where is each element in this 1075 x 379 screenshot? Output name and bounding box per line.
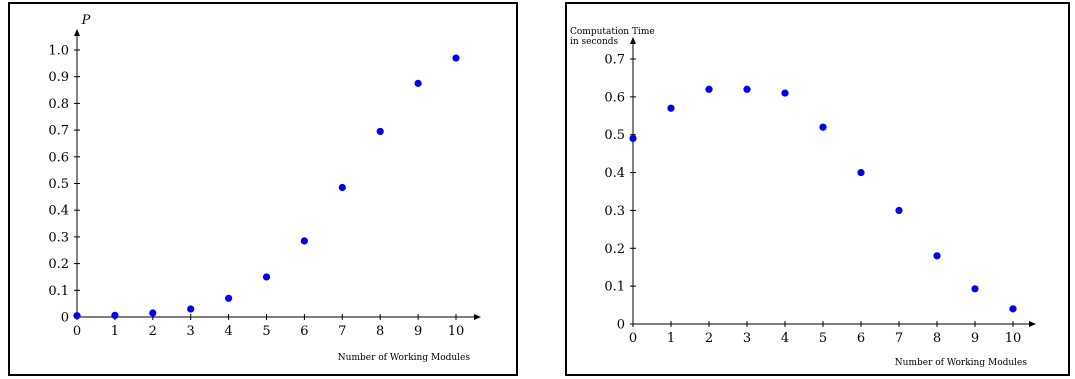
probability-y-tick-label: 0.6 <box>48 150 69 165</box>
probability-x-tick-label: 8 <box>376 324 384 339</box>
computation-time-data-point <box>743 85 751 93</box>
computation-time-data-point <box>933 252 941 260</box>
computation-time-x-tick-label: 3 <box>743 331 751 346</box>
computation-time-y-tick-label: 0.2 <box>604 242 625 257</box>
probability-data-point <box>187 305 195 313</box>
probability-y-axis-arrow <box>74 29 80 36</box>
probability-data-point <box>338 183 346 192</box>
chart-computation-time: 0 1 2 3 4 5 6 7 8 9 10 0 0.1 0.2 0.3 0.4 0.5 0.6 0.7 Number… <box>570 27 1036 368</box>
computation-time-y-tick-label: 0.4 <box>604 166 625 181</box>
computation-time-x-tick-label: 10 <box>1005 331 1022 346</box>
probability-x-tick-label: 5 <box>262 324 270 339</box>
probability-y-tick-label: 0.2 <box>48 257 69 272</box>
probability-data-point <box>149 309 157 317</box>
computation-time-data-point <box>1009 305 1017 313</box>
probability-y-tick-label: 0.8 <box>48 97 69 112</box>
computation-time-data-point <box>667 104 675 112</box>
computation-time-x-tick-label: 7 <box>895 331 903 346</box>
computation-time-data-point <box>819 123 827 131</box>
probability-x-tick-label: 7 <box>338 324 346 339</box>
probability-x-tick-label: 4 <box>224 324 232 339</box>
computation-time-x-tick-label: 9 <box>971 331 979 346</box>
probability-x-tick-label: 10 <box>448 324 465 339</box>
computation-time-data-point <box>971 285 979 293</box>
chart-probability: 0 1 2 3 4 5 6 7 8 9 10 0 0.1 0.2 0.3 0.4 0.5 0.6 0.7 0.8 0.9… <box>48 13 481 363</box>
probability-y-tick-label: 0.3 <box>48 230 69 245</box>
probability-x-tick-label: 9 <box>414 324 422 339</box>
computation-time-y-tick-label: 0.3 <box>604 204 625 219</box>
computation-time-y-tick-label: 0.6 <box>604 90 625 105</box>
probability-data-point <box>73 312 81 320</box>
probability-x-tick-label: 3 <box>187 324 195 339</box>
probability-x-tick-label: 1 <box>111 324 119 339</box>
computation-time-data-point <box>895 206 903 215</box>
probability-x-axis-arrow <box>474 314 481 320</box>
computation-time-y-axis-arrow <box>630 37 636 44</box>
computation-time-y-axis-label-line: Computation Time <box>570 27 655 37</box>
computation-time-x-tick-label: 5 <box>819 331 827 346</box>
computation-time-data-point <box>705 85 713 93</box>
probability-y-tick-label: 0.5 <box>48 177 69 192</box>
probability-data-point <box>300 237 308 245</box>
probability-data-point <box>414 79 422 87</box>
computation-time-data-point <box>629 134 637 143</box>
computation-time-x-tick-label: 2 <box>705 331 713 346</box>
computation-time-x-tick-label: 0 <box>629 331 637 346</box>
probability-y-tick-label: 1.0 <box>48 44 69 59</box>
computation-time-y-tick-label: 0.1 <box>604 280 625 295</box>
computation-time-y-axis-label-line: in seconds <box>570 37 618 47</box>
probability-data-point <box>262 273 271 281</box>
computation-time-x-axis-label: Number of Working Modules <box>895 358 1028 368</box>
probability-y-tick-label: 0.1 <box>48 284 69 299</box>
computation-time-y-tick-label: 0.5 <box>604 128 625 143</box>
computation-time-x-tick-label: 4 <box>781 331 789 346</box>
probability-data-point <box>452 54 460 62</box>
chart-panel-computation-time: 0 1 2 3 4 5 6 7 8 9 10 0 0.1 0.2 0.3 0.4 0.5 0.6 0.7 Number… <box>565 2 1070 376</box>
probability-data-point <box>376 127 384 136</box>
computation-time-y-tick-label: 0 <box>617 318 625 333</box>
computation-time-x-tick-label: 1 <box>667 331 675 346</box>
probability-y-tick-label: 0.9 <box>48 70 69 85</box>
computation-time-y-tick-label: 0.7 <box>604 53 625 68</box>
probability-x-axis-label: Number of Working Modules <box>338 353 471 363</box>
probability-data-point <box>111 311 119 319</box>
probability-y-tick-label: 0 <box>61 311 69 326</box>
probability-y-tick-label: 0.4 <box>48 204 69 219</box>
probability-x-tick-label: 2 <box>149 324 157 339</box>
probability-y-tick-label: 0.7 <box>48 124 69 139</box>
probability-x-tick-label: 0 <box>73 324 81 339</box>
computation-time-data-point <box>857 168 865 177</box>
computation-time-data-point <box>781 89 789 97</box>
probability-y-axis-label: P <box>81 13 91 28</box>
probability-x-tick-label: 6 <box>300 324 308 339</box>
probability-data-point <box>225 294 233 302</box>
computation-time-x-tick-label: 6 <box>857 331 865 346</box>
computation-time-x-tick-label: 8 <box>933 331 941 346</box>
computation-time-x-axis-arrow <box>1029 321 1036 327</box>
chart-panel-probability: 0 1 2 3 4 5 6 7 8 9 10 0 0.1 0.2 0.3 0.4 0.5 0.6 0.7 0.8 0.9… <box>8 2 518 376</box>
